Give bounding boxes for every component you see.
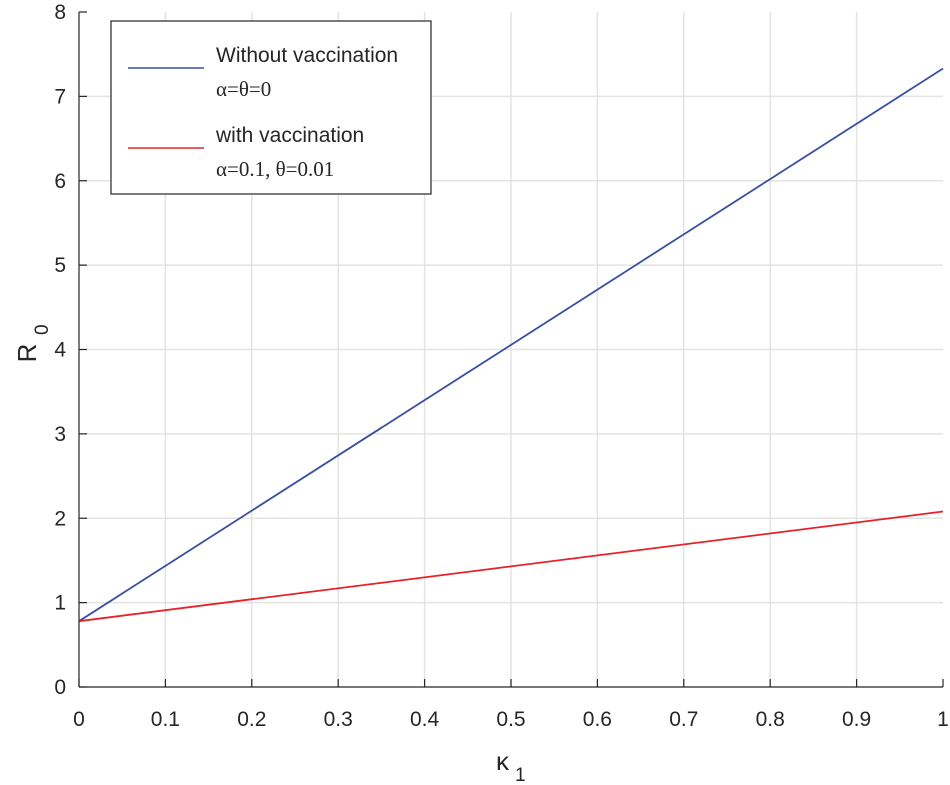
x-tick-label-0: 0 [73,708,85,731]
y-tick-label-1: 1 [54,592,66,615]
legend-params-with-vaccination: α=0.1, θ=0.01 [216,157,334,181]
x-axis-label-main: κ [496,746,510,776]
y-axis-label: R 0 [12,324,53,362]
x-tick-label-8: 0.8 [756,708,785,731]
legend: Without vaccination α=θ=0 with vaccinati… [110,20,432,195]
x-tick-label-1: 0.1 [151,708,180,731]
tick-labels: 0 0.1 0.2 0.3 0.4 0.5 0.6 0.7 0.8 0.9 1 0 1 2 3 4 5 6 7 8 [54,1,949,731]
x-tick-label-6: 0.6 [583,708,612,731]
legend-label-without-vaccination: Without vaccination [216,44,398,67]
x-tick-label-2: 0.2 [237,708,266,731]
y-tick-label-7: 7 [54,85,66,108]
x-tick-label-10: 1 [937,708,949,731]
x-tick-label-5: 0.5 [496,708,525,731]
series-line-without-vaccination [78,67,944,622]
x-tick-label-9: 0.9 [842,708,871,731]
y-axis-label-main: R [12,344,42,363]
y-tick-label-3: 3 [54,423,66,446]
y-tick-label-5: 5 [54,254,66,277]
y-axis-label-sub: 0 [32,324,53,335]
legend-box [110,20,432,195]
x-axis-label: κ 1 [496,746,526,785]
y-tick-label-6: 6 [54,170,66,193]
y-tick-label-2: 2 [54,507,66,530]
grid [79,12,943,687]
x-tick-label-3: 0.3 [324,708,353,731]
x-axis-label-sub: 1 [515,765,526,785]
series-lines [78,67,944,623]
y-tick-label-4: 4 [54,339,66,362]
legend-label-with-vaccination: with vaccination [215,124,364,147]
series-line-with-vaccination [78,510,944,623]
axes [78,11,944,688]
legend-params-without-vaccination: α=θ=0 [216,77,271,101]
y-tick-label-8: 8 [54,1,66,24]
x-tick-label-4: 0.4 [410,708,440,731]
y-tick-label-0: 0 [54,676,66,699]
x-tick-label-7: 0.7 [669,708,698,731]
